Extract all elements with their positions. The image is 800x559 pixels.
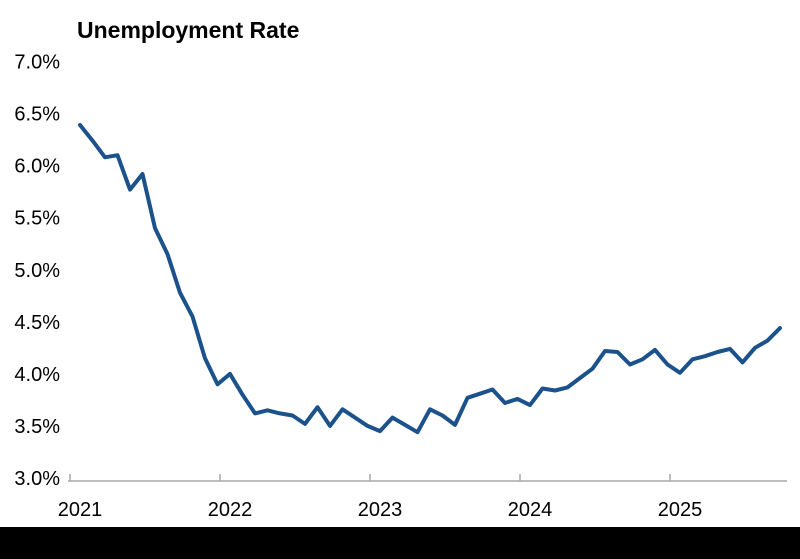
y-axis-label: 4.0% (14, 364, 60, 386)
y-axis-label: 7.0% (14, 52, 60, 74)
line-chart: 2021 2022 2023 2024 2025 7.0% 6.5% 6.0% 5.5% 5.0%… (14, 52, 787, 521)
x-axis-label: 2023 (358, 499, 403, 521)
x-axis-label: 2024 (508, 499, 553, 521)
unemployment-rate-line (78, 123, 782, 435)
y-axis-label: 3.5% (14, 416, 60, 438)
y-axis-label: 5.0% (14, 260, 60, 282)
y-axis-label: 4.5% (14, 312, 60, 334)
bottom-letterbox-bar (0, 527, 800, 559)
chart-title: Unemployment Rate (77, 17, 300, 43)
y-axis-label: 6.5% (14, 104, 60, 126)
x-axis-label: 2022 (208, 499, 253, 521)
x-axis-label: 2021 (58, 499, 103, 521)
y-axis-label: 6.0% (14, 156, 60, 178)
x-axis-label: 2025 (658, 499, 703, 521)
y-axis-label: 5.5% (14, 208, 60, 230)
y-axis-label: 3.0% (14, 468, 60, 490)
